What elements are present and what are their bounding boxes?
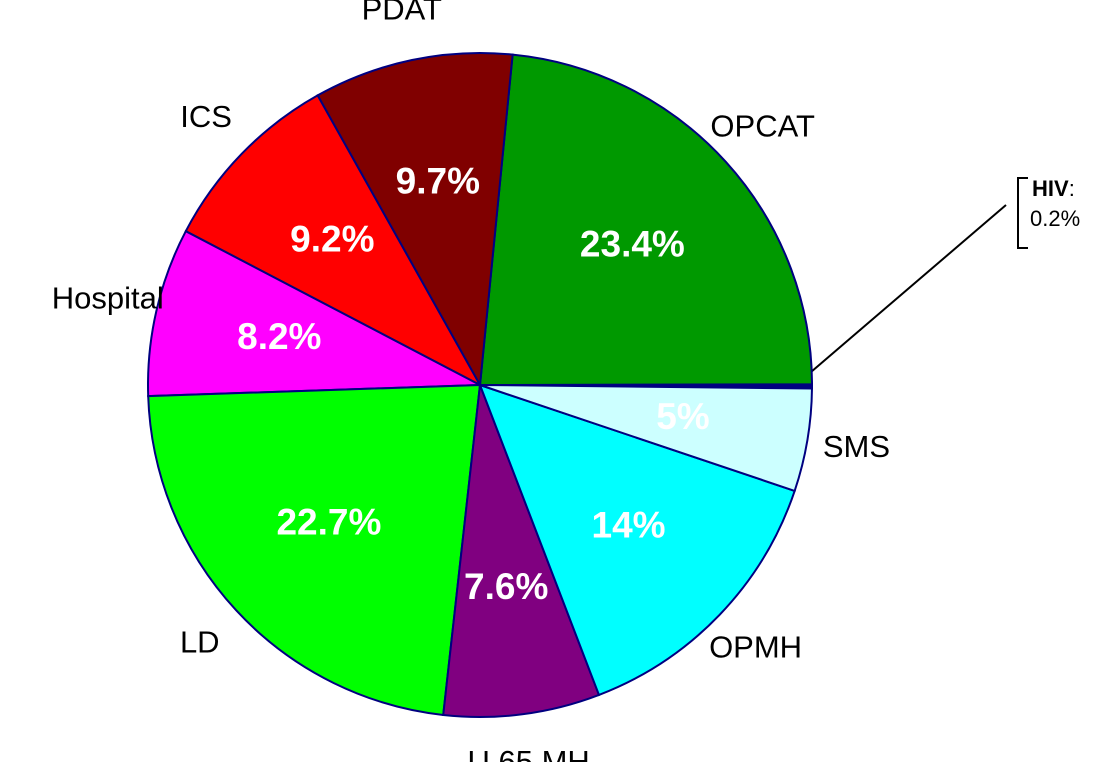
pie-slice: [479, 384, 813, 493]
callout-value: 0.2%: [1030, 206, 1080, 231]
slice-label: PDAT: [362, 0, 442, 26]
slice-label: OPMH: [709, 629, 802, 664]
pie-slice: [147, 383, 482, 717]
slice-label: LD: [180, 625, 220, 660]
callout-line: [803, 204, 1007, 379]
slice-label: SMS: [823, 429, 890, 464]
callout-bracket: [1017, 177, 1028, 249]
pie-slice: [478, 383, 796, 697]
slice-label: Hospital: [52, 280, 164, 315]
value-label: 7.6%: [464, 566, 548, 607]
slice-label: OPCAT: [710, 109, 815, 144]
value-label: 23.4%: [580, 223, 685, 264]
pie-slice: [442, 384, 601, 718]
value-label: 22.7%: [276, 502, 381, 543]
value-label: 9.7%: [396, 160, 480, 201]
value-label: 14%: [592, 504, 666, 545]
value-label: 5%: [656, 396, 709, 437]
callout-separator: :: [1069, 176, 1075, 201]
pie-slice: [184, 94, 483, 388]
callout-category: HIV: [1032, 176, 1069, 201]
value-label: 8.2%: [237, 316, 321, 357]
callout-label: HIV:: [1032, 176, 1075, 201]
slice-label: ICS: [180, 99, 232, 134]
pie-slice: [147, 229, 484, 398]
value-label: 9.2%: [290, 218, 374, 259]
pie-slice: [478, 53, 814, 387]
slice-label: U 65 MH: [467, 744, 589, 762]
pie-slice: [316, 52, 514, 389]
